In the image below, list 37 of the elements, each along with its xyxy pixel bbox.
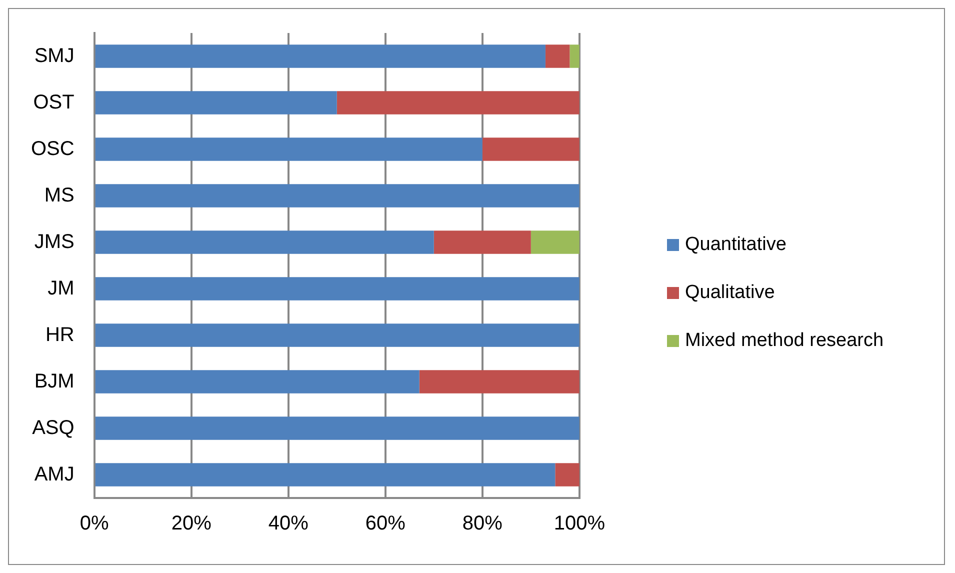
bar	[434, 230, 531, 254]
bar	[545, 44, 570, 68]
y-tick-label: ASQ	[32, 416, 74, 439]
bar	[570, 44, 580, 68]
bar	[555, 463, 580, 486]
bar	[95, 184, 580, 208]
bar	[95, 416, 580, 440]
bar	[530, 230, 580, 254]
bar	[95, 138, 482, 161]
bar	[419, 370, 580, 394]
y-tick-label: OSC	[30, 138, 74, 160]
bar	[95, 44, 546, 68]
bar	[95, 324, 580, 347]
legend-label: Quantitative	[685, 234, 786, 256]
y-tick-label: SMJ	[34, 44, 74, 67]
x-tick-label: 60%	[365, 512, 406, 535]
legend-label: Mixed method research	[685, 330, 884, 352]
y-tick-label: JM	[48, 277, 74, 300]
x-tick-label: 100%	[554, 512, 606, 535]
y-tick-label: BJM	[34, 370, 74, 392]
bar	[482, 138, 580, 161]
x-tick-label: 0%	[80, 512, 110, 535]
y-tick-label: MS	[44, 184, 74, 206]
bar	[95, 91, 337, 114]
x-tick-label: 80%	[462, 512, 503, 535]
bar	[95, 277, 580, 300]
bar	[95, 370, 420, 394]
y-tick-label: OST	[33, 91, 74, 114]
legend-label: Qualitative	[685, 282, 775, 304]
bar	[95, 463, 556, 486]
y-tick-label: HR	[45, 324, 74, 346]
y-tick-label: JMS	[34, 230, 74, 253]
bar	[336, 91, 580, 114]
x-tick-label: 20%	[171, 512, 212, 535]
bar	[95, 230, 434, 254]
x-tick-label: 40%	[268, 512, 309, 535]
y-tick-label: AMJ	[34, 463, 74, 486]
